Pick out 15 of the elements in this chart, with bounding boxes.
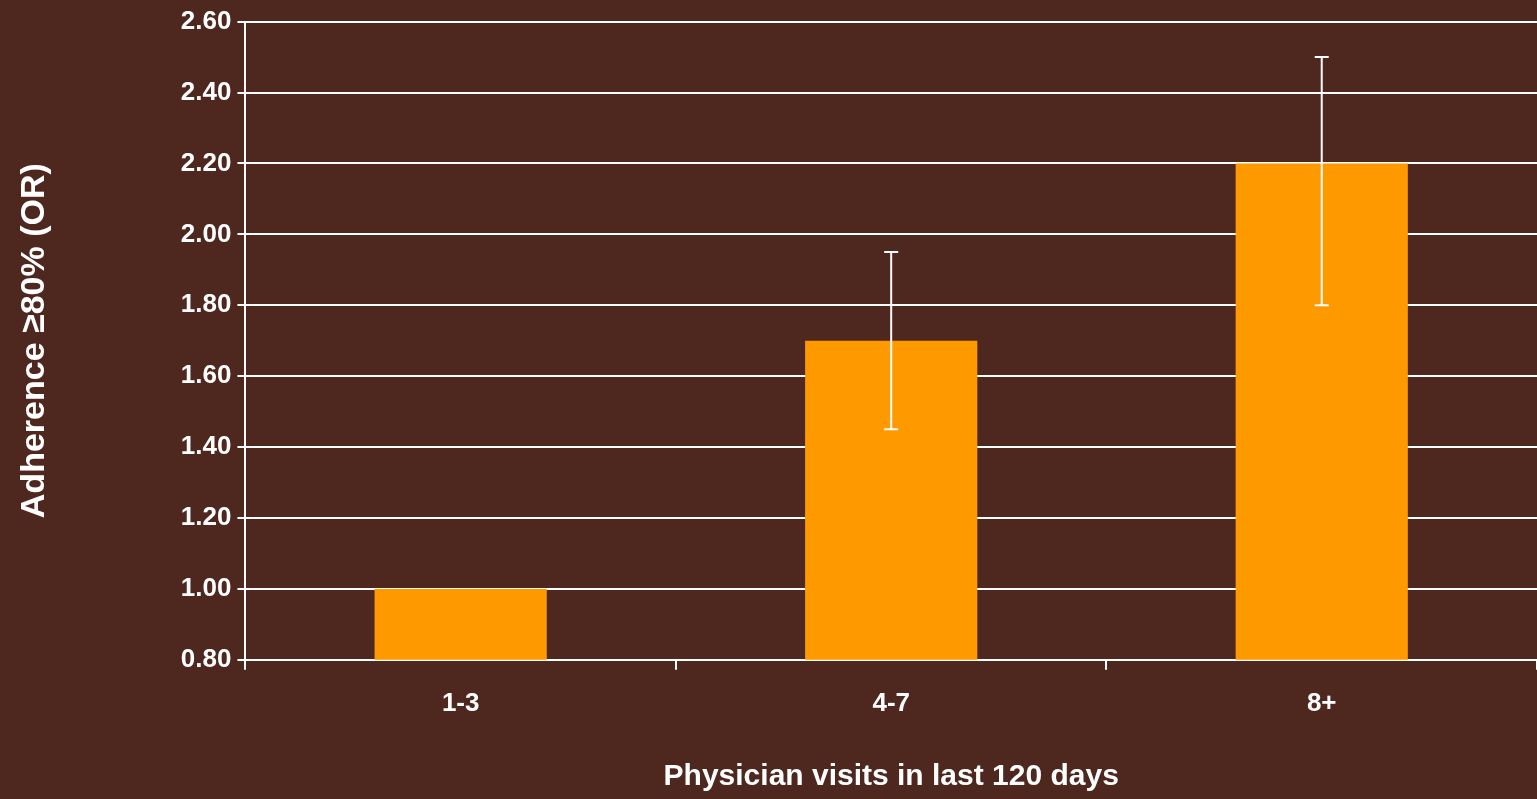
y-tick-label: 0.80 <box>180 642 232 673</box>
x-tick-label: 8+ <box>1306 686 1337 717</box>
y-tick-label: 1.40 <box>180 430 232 461</box>
y-tick-label: 1.20 <box>180 501 232 532</box>
x-tick-label: 4-7 <box>872 686 910 717</box>
y-tick-label: 2.00 <box>180 217 232 248</box>
y-tick-label: 2.20 <box>180 146 232 177</box>
y-tick-label: 2.40 <box>180 75 232 106</box>
y-tick-label: 2.60 <box>180 4 232 35</box>
x-tick-label: 1-3 <box>441 686 480 717</box>
y-tick-label: 1.60 <box>180 359 232 390</box>
y-axis-title: Adherence ≥80% (OR) <box>12 163 51 519</box>
y-tick-label: 1.80 <box>180 288 232 319</box>
y-tick-label: 1.00 <box>180 572 232 603</box>
x-axis-title: Physician visits in last 120 days <box>663 758 1119 792</box>
